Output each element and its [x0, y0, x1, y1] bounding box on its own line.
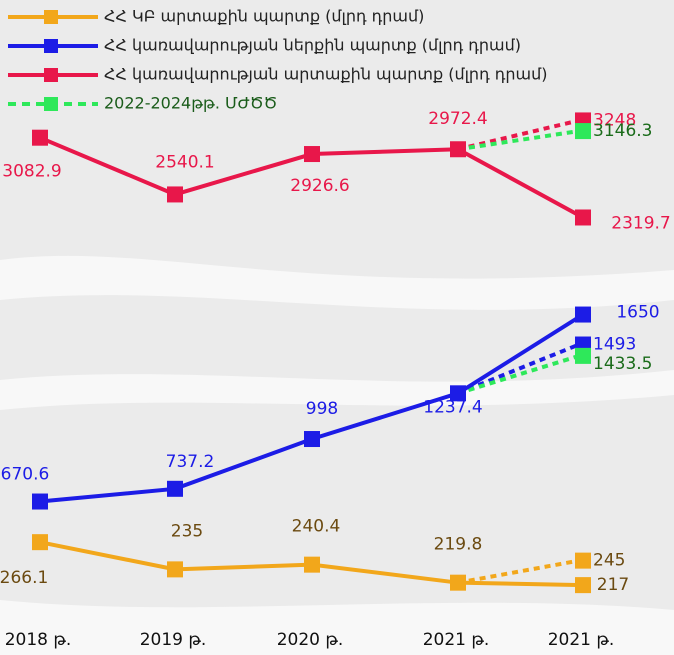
point-marker — [575, 577, 591, 594]
legend: ՀՀ ԿԲ արտաքին պարտք (մլրդ դրամ) ՀՀ կառավա… — [8, 7, 547, 113]
x-tick-label: 2021 թ. — [423, 630, 490, 650]
data-label: 1650 — [616, 303, 659, 323]
projection-line — [457, 118, 580, 152]
x-tick-label: 2020 թ. — [277, 630, 344, 650]
legend-label: ՀՀ կառավարության ներքին պարտք (մլրդ դրամ… — [104, 36, 521, 55]
data-label: 2972.4 — [428, 109, 487, 129]
data-label: 266.1 — [0, 568, 48, 588]
legend-marker — [44, 10, 58, 24]
point-marker — [304, 146, 320, 163]
data-label: 737.2 — [166, 452, 215, 472]
data-label: 2926.6 — [290, 176, 349, 196]
data-label: 2319.7 — [611, 213, 670, 233]
point-marker — [32, 534, 48, 551]
x-tick-label: 2018 թ. — [5, 630, 72, 650]
projection-label: 245 — [593, 551, 625, 571]
point-marker — [167, 561, 183, 578]
legend-marker — [44, 39, 58, 53]
point-marker — [304, 431, 320, 448]
projection-marker — [575, 123, 591, 140]
x-tick-label: 2021 թ. — [548, 630, 615, 650]
point-marker — [450, 574, 466, 591]
point-marker — [575, 306, 591, 323]
x-tick-label: 2019 թ. — [140, 630, 207, 650]
data-label: 217 — [597, 575, 629, 595]
legend-label: ՀՀ ԿԲ արտաքին պարտք (մլրդ դրամ) — [104, 7, 424, 26]
data-label: 219.8 — [434, 535, 483, 555]
point-marker — [32, 493, 48, 510]
data-label: 1237.4 — [423, 397, 482, 417]
data-label: 235 — [171, 521, 203, 541]
projection-label: 1493 — [593, 335, 636, 355]
projection-marker — [575, 347, 591, 364]
projection-label: 3248 — [593, 110, 636, 130]
data-label: 998 — [306, 399, 338, 419]
point-marker — [32, 129, 48, 146]
point-marker — [167, 186, 183, 203]
point-marker — [450, 141, 466, 158]
point-marker — [575, 209, 591, 226]
legend-marker — [44, 97, 58, 111]
point-marker — [450, 385, 466, 402]
data-label: 3082.9 — [2, 162, 61, 182]
data-label: 2540.1 — [155, 152, 214, 172]
legend-marker — [44, 68, 58, 82]
data-label: 670.6 — [1, 465, 50, 485]
projection-marker — [575, 552, 591, 569]
projection-line — [457, 129, 580, 152]
projection-label: 3146.3 — [593, 121, 652, 141]
legend-label: ՀՀ կառավարության արտաքին պարտք (մլրդ դրա… — [104, 65, 547, 84]
data-label: 240.4 — [292, 517, 341, 537]
point-marker — [304, 556, 320, 573]
projection-line — [457, 558, 580, 585]
point-marker — [167, 480, 183, 497]
legend-label: 2022-2024թթ. ՄԺԾԾ — [104, 94, 277, 113]
projection-label: 1433.5 — [593, 354, 652, 374]
background-texture — [0, 255, 674, 655]
